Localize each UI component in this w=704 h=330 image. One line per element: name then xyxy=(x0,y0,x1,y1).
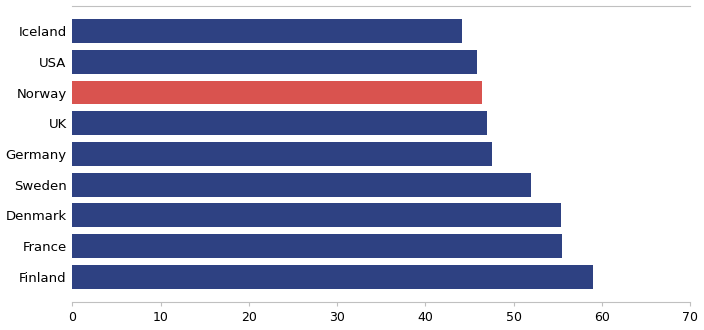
Bar xyxy=(73,204,560,227)
Bar xyxy=(73,265,593,289)
Bar xyxy=(73,50,477,74)
Bar xyxy=(73,173,532,197)
Bar xyxy=(73,19,462,43)
Bar xyxy=(73,142,491,166)
Bar xyxy=(73,111,487,135)
Bar xyxy=(73,234,562,258)
Bar xyxy=(73,81,482,105)
